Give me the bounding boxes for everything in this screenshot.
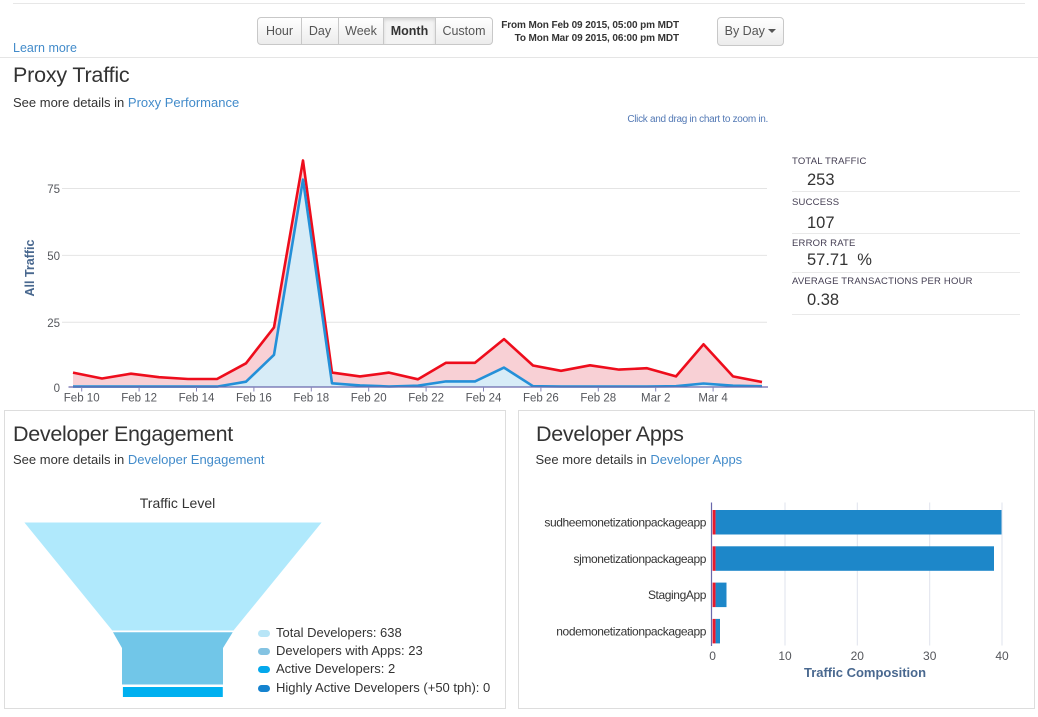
svg-text:40: 40 xyxy=(995,649,1009,663)
svg-text:StagingApp: StagingApp xyxy=(648,588,707,602)
svg-text:Feb 18: Feb 18 xyxy=(293,393,329,405)
svg-text:0: 0 xyxy=(54,383,60,395)
svg-text:Feb 28: Feb 28 xyxy=(580,393,616,405)
svg-text:Mar 4: Mar 4 xyxy=(698,393,728,405)
svg-text:sjmonetizationpackageapp: sjmonetizationpackageapp xyxy=(574,552,707,566)
svg-text:Feb 16: Feb 16 xyxy=(236,393,272,405)
svg-text:20: 20 xyxy=(851,649,865,663)
svg-text:25: 25 xyxy=(47,318,60,330)
svg-text:Feb 22: Feb 22 xyxy=(408,393,444,405)
svg-text:All Traffic: All Traffic xyxy=(23,239,37,296)
svg-text:10: 10 xyxy=(778,649,792,663)
svg-text:75: 75 xyxy=(47,184,60,196)
svg-text:Feb 10: Feb 10 xyxy=(64,393,100,405)
svg-text:0: 0 xyxy=(709,649,716,663)
svg-text:Feb 12: Feb 12 xyxy=(121,393,157,405)
svg-text:50: 50 xyxy=(47,251,60,263)
svg-text:Feb 26: Feb 26 xyxy=(523,393,559,405)
svg-text:Feb 24: Feb 24 xyxy=(466,393,502,405)
svg-text:Traffic Composition: Traffic Composition xyxy=(804,665,926,680)
svg-text:Feb 20: Feb 20 xyxy=(351,393,387,405)
svg-text:sudheemonetizationpackageapp: sudheemonetizationpackageapp xyxy=(544,516,706,530)
svg-text:Mar 2: Mar 2 xyxy=(641,393,670,405)
svg-text:Feb 14: Feb 14 xyxy=(179,393,215,405)
svg-text:nodemonetizationpackageapp: nodemonetizationpackageapp xyxy=(556,624,706,638)
svg-text:30: 30 xyxy=(923,649,937,663)
